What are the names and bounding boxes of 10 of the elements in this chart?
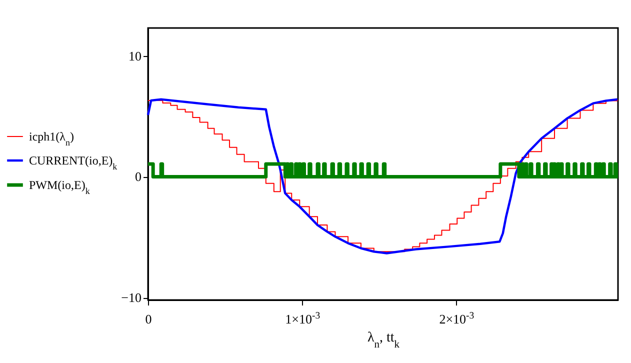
x-tick-label: 2×10$^{-3}$: [439, 310, 474, 326]
x-axis-title: λ$_{n}$, tt$_{k}$: [367, 330, 400, 350]
y-tick-label: −10: [121, 290, 142, 306]
x-tick-label: 1×10$^{-3}$: [285, 310, 320, 326]
y-tick-label: 0: [135, 169, 142, 184]
legend-label: CURRENT(io,E)$_{k}$: [29, 154, 118, 172]
x-tick-label: 0: [145, 312, 152, 326]
y-tick-label: 10: [128, 48, 142, 64]
legend-label: PWM(io,E)$_{k}$: [29, 178, 90, 196]
legend-label: icph1(λ$_{n}$): [29, 130, 74, 148]
